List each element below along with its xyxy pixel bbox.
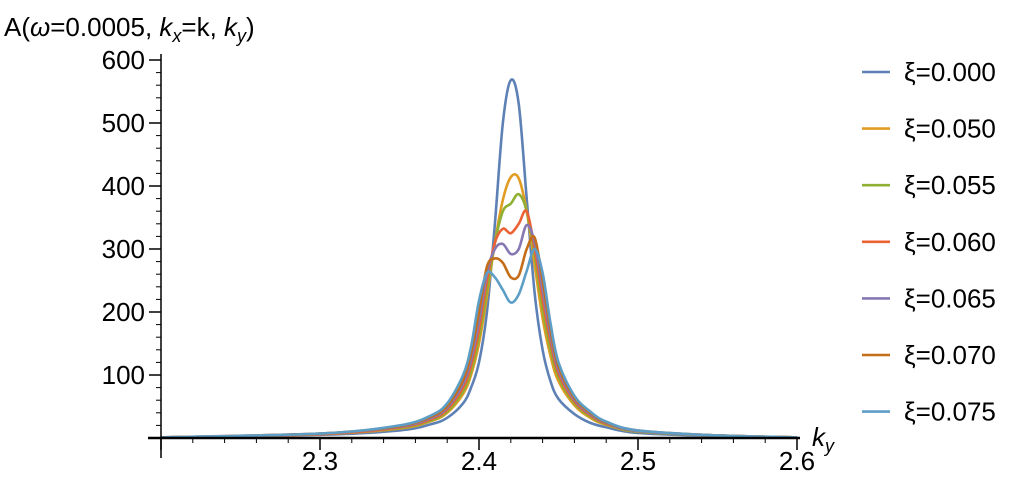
title-suffix: ) xyxy=(246,12,255,42)
plot-lines xyxy=(160,78,798,439)
legend-label: ξ=0.075 xyxy=(904,397,996,427)
legend-item: ξ=0.000 xyxy=(862,57,996,87)
legend-label: ξ=0.070 xyxy=(904,340,996,370)
x-tick-label: 2.3 xyxy=(302,446,338,476)
title-ky-sub: y xyxy=(235,26,247,46)
legend-item: ξ=0.065 xyxy=(862,283,996,313)
series-line-7 xyxy=(160,247,798,439)
legend: ξ=0.000 ξ=0.050 ξ=0.055 ξ=0.060 ξ=0.065 ξ=0.0… xyxy=(862,57,996,427)
x-axis-label-sub: y xyxy=(823,436,835,456)
y-tick-label: 500 xyxy=(102,108,145,138)
legend-item: ξ=0.060 xyxy=(862,227,996,257)
legend-label: ξ=0.055 xyxy=(904,170,996,200)
series-line-1 xyxy=(160,78,798,439)
legend-item: ξ=0.050 xyxy=(862,114,996,144)
title-prefix: A( xyxy=(4,12,30,42)
chart-title: A(ω=0.0005, kx=k, ky) xyxy=(4,12,255,46)
legend-label: ξ=0.050 xyxy=(904,114,996,144)
y-tick-label: 100 xyxy=(102,360,145,390)
legend-label: ξ=0.060 xyxy=(904,227,996,257)
legend-item: ξ=0.075 xyxy=(862,397,996,427)
legend-label: ξ=0.000 xyxy=(904,57,996,87)
y-tick-label: 200 xyxy=(102,297,145,327)
title-omega-value: =0.0005, xyxy=(50,12,159,42)
legend-item: ξ=0.070 xyxy=(862,340,996,370)
legend-label: ξ=0.065 xyxy=(904,283,996,313)
title-ky: k xyxy=(224,12,239,42)
y-tick-label: 600 xyxy=(102,45,145,75)
x-tick-label: 2.4 xyxy=(461,446,497,476)
y-tick-label: 300 xyxy=(102,234,145,264)
x-axis-label: ky xyxy=(812,422,835,456)
x-tick-label: 2.6 xyxy=(779,446,815,476)
y-tick-label: 400 xyxy=(102,171,145,201)
x-tick-label: 2.5 xyxy=(620,446,656,476)
legend-item: ξ=0.055 xyxy=(862,170,996,200)
title-kx: k xyxy=(159,12,174,42)
x-axis-label-main: k xyxy=(812,422,827,452)
title-kx-eq: =k, xyxy=(181,12,224,42)
title-kx-sub: x xyxy=(171,26,182,46)
axes: 2.3 2.4 2.5 2.6 100 200 300 400 500 600 xyxy=(102,45,815,476)
title-omega: ω xyxy=(30,12,50,42)
